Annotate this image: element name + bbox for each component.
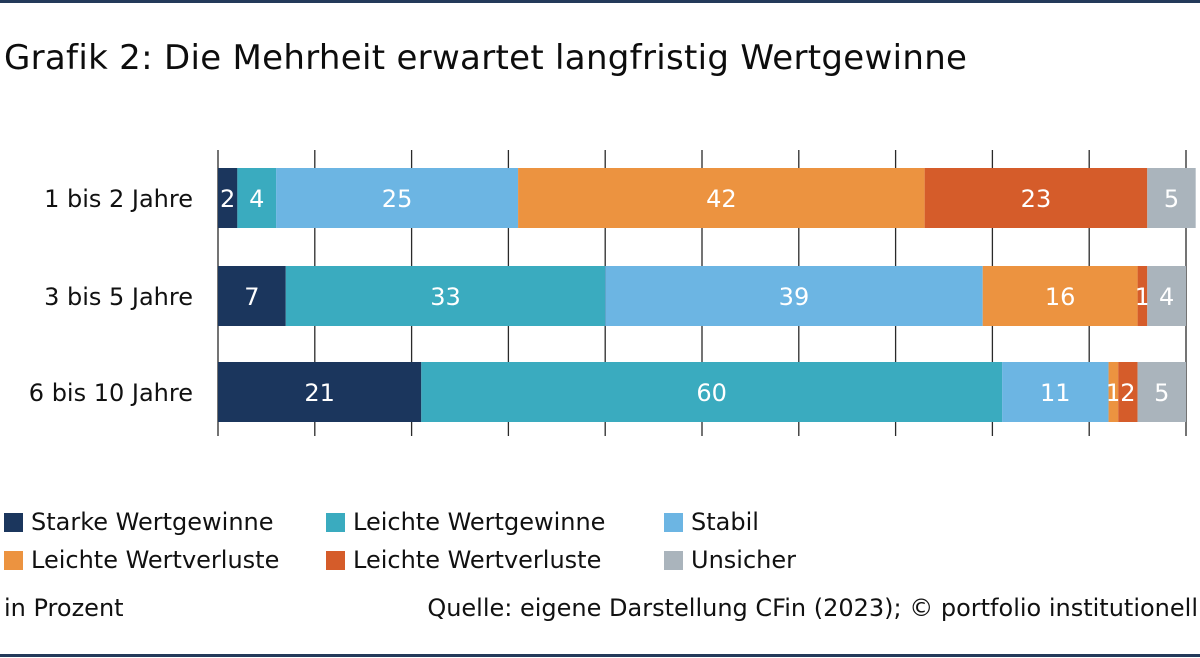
legend-label: Leichte Wertgewinne bbox=[353, 508, 606, 536]
legend-swatch bbox=[326, 512, 345, 532]
legend-item: Starke Wertgewinne bbox=[4, 506, 274, 538]
bar-segment bbox=[276, 168, 519, 228]
bar-segment bbox=[518, 168, 925, 228]
legend-label: Starke Wertgewinne bbox=[31, 508, 274, 536]
legend-label: Unsicher bbox=[691, 546, 796, 574]
data-label: 39 bbox=[779, 283, 810, 311]
bar-segment bbox=[1137, 266, 1148, 326]
legend-item: Leichte Wertgewinne bbox=[326, 506, 605, 538]
legend-label: Leichte Wertverluste bbox=[31, 546, 280, 574]
legend-swatch bbox=[664, 512, 683, 532]
bar-segment bbox=[1147, 168, 1196, 228]
category-label: 3 bis 5 Jahre bbox=[44, 283, 193, 311]
legend-item: Leichte Wertverluste bbox=[326, 544, 601, 576]
bar-segment bbox=[1118, 362, 1138, 422]
data-label: 4 bbox=[1159, 283, 1174, 311]
legend-item: Leichte Wertverluste bbox=[4, 544, 279, 576]
data-label: 5 bbox=[1154, 379, 1169, 407]
bar-segment bbox=[982, 266, 1138, 326]
source-note: Quelle: eigene Darstellung CFin (2023); … bbox=[427, 594, 1198, 622]
bar-segment bbox=[218, 362, 422, 422]
legend-label: Leichte Wertverluste bbox=[353, 546, 602, 574]
data-label: 7 bbox=[244, 283, 259, 311]
bottom-rule bbox=[0, 654, 1200, 657]
data-label: 2 bbox=[220, 185, 235, 213]
data-label: 1 bbox=[1106, 379, 1121, 407]
data-label: 11 bbox=[1040, 379, 1071, 407]
category-label: 1 bis 2 Jahre bbox=[44, 185, 193, 213]
data-label: 33 bbox=[430, 283, 461, 311]
unit-note: in Prozent bbox=[4, 594, 124, 622]
data-label: 2 bbox=[1120, 379, 1135, 407]
data-label: 21 bbox=[304, 379, 335, 407]
data-label: 42 bbox=[706, 185, 737, 213]
legend-swatch bbox=[326, 550, 345, 570]
legend-item: Unsicher bbox=[664, 544, 796, 576]
bar-segment bbox=[218, 168, 238, 228]
stacked-bar-chart: 1 bis 2 Jahre 2 4 25 42 23 53 bis 5 Jahre 7 33 39… bbox=[29, 150, 1196, 436]
chart-title: Grafik 2: Die Mehrheit erwartet langfris… bbox=[4, 38, 968, 78]
data-label: 16 bbox=[1045, 283, 1076, 311]
data-label: 1 bbox=[1135, 283, 1150, 311]
bar-segment bbox=[605, 266, 983, 326]
data-label: 25 bbox=[382, 185, 413, 213]
bar-segment bbox=[285, 266, 606, 326]
category-label: 6 bis 10 Jahre bbox=[29, 379, 193, 407]
bar-segment bbox=[1108, 362, 1119, 422]
bar-segment bbox=[421, 362, 1003, 422]
bar-segment bbox=[1147, 266, 1186, 326]
legend-item: Stabil bbox=[664, 506, 759, 538]
bar-segment bbox=[237, 168, 277, 228]
legend-swatch bbox=[664, 550, 683, 570]
legend-swatch bbox=[4, 550, 23, 570]
bar-segment bbox=[218, 266, 286, 326]
data-label: 23 bbox=[1021, 185, 1052, 213]
bar-segment bbox=[1002, 362, 1109, 422]
legend-label: Stabil bbox=[691, 508, 759, 536]
top-rule bbox=[0, 0, 1200, 3]
data-label: 4 bbox=[249, 185, 264, 213]
bar-segment bbox=[924, 168, 1148, 228]
legend-swatch bbox=[4, 512, 23, 532]
data-label: 60 bbox=[696, 379, 727, 407]
bar-segment bbox=[1137, 362, 1186, 422]
data-label: 5 bbox=[1164, 185, 1179, 213]
